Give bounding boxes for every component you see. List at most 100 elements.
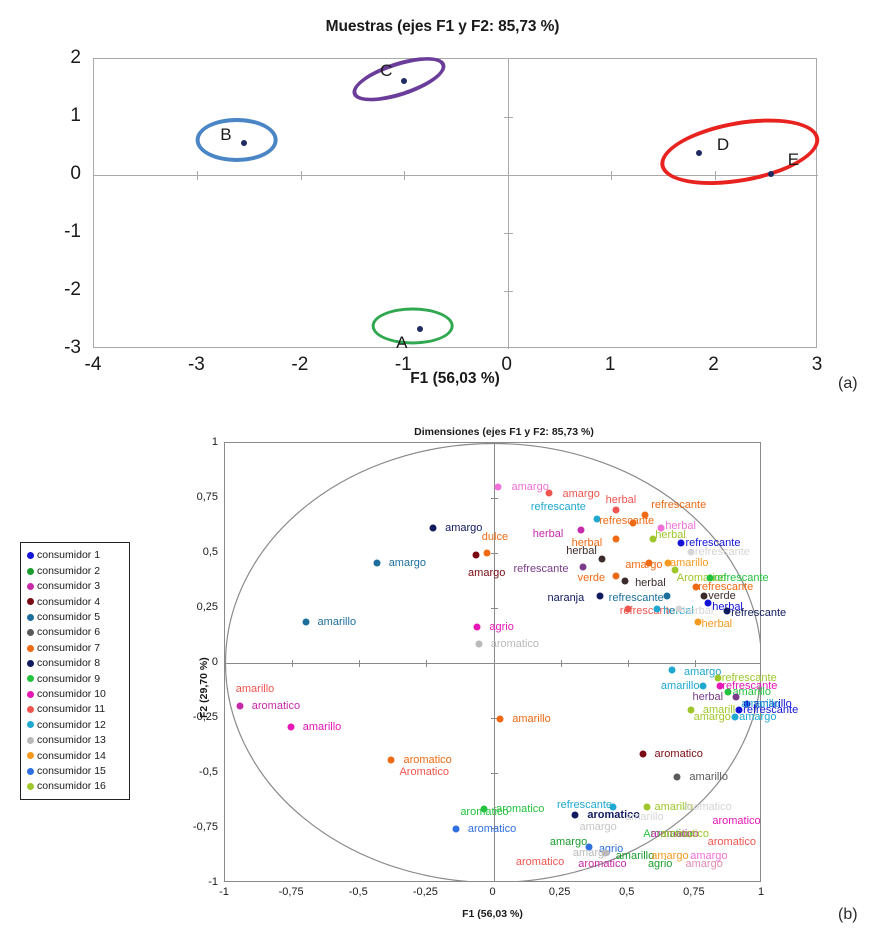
attribute-label: refrescante xyxy=(599,515,655,528)
y-tick-mark-a xyxy=(503,291,513,292)
attribute-point xyxy=(645,559,653,567)
attribute-point xyxy=(724,688,732,696)
attribute-label: aromatico xyxy=(490,638,540,651)
legend-color-dot xyxy=(27,783,34,791)
legend-item-label: consumidor 8 xyxy=(37,657,101,670)
x-axis-title-b: F1 (56,03 %) xyxy=(462,908,523,920)
attribute-label: herbal xyxy=(665,519,696,532)
attribute-label: amarillo xyxy=(741,697,780,710)
x-tick-label-b: 0,25 xyxy=(548,886,571,898)
legend-item-6[interactable]: consumidor 6 xyxy=(27,625,125,640)
legend-color-dot xyxy=(27,629,34,637)
legend-color-dot xyxy=(27,767,34,775)
attribute-label: naranja xyxy=(547,591,585,604)
y-tick-label-b: 0 xyxy=(211,656,218,668)
legend-item-13[interactable]: consumidor 13 xyxy=(27,733,125,748)
attribute-label: verde xyxy=(577,572,606,585)
legend-item-16[interactable]: consumidor 16 xyxy=(27,779,125,794)
attribute-label: amarillo xyxy=(702,704,742,717)
y-tick-label-a: -3 xyxy=(64,337,81,358)
y-tick-label-a: -1 xyxy=(64,221,81,242)
attribute-label: aromatico xyxy=(707,836,756,849)
attribute-point xyxy=(700,592,708,600)
legend-color-dot xyxy=(27,736,34,744)
x-tick-label-a: -1 xyxy=(394,354,412,375)
y-tick-label-b: 1 xyxy=(211,436,218,448)
x-tick-mark-b xyxy=(426,660,428,667)
legend-item-12[interactable]: consumidor 12 xyxy=(27,717,125,732)
attribute-label: refrescante xyxy=(513,563,569,576)
attribute-point xyxy=(601,849,609,857)
x-tick-mark-a xyxy=(197,171,199,180)
cluster-ellipse-a xyxy=(371,307,454,345)
legend-item-15[interactable]: consumidor 15 xyxy=(27,763,125,778)
attribute-point xyxy=(664,559,672,567)
attribute-label: herbal xyxy=(692,691,724,704)
attribute-point xyxy=(429,524,437,532)
attribute-label: aromatico xyxy=(587,808,640,821)
panel-b-dimensions-plot: consumidor 1 consumidor 2 consumidor 3 cons… xyxy=(0,408,885,942)
legend-item-label: consumidor 1 xyxy=(37,549,101,562)
legend-color-dot xyxy=(27,644,34,652)
legend-item-label: consumidor 10 xyxy=(37,687,106,700)
chart-b-title: Dimensiones (ejes F1 y F2: 85,73 %) xyxy=(414,426,594,438)
attribute-label: amargo xyxy=(693,710,731,723)
attribute-label: herbal xyxy=(605,494,637,507)
attribute-label: verde xyxy=(708,589,736,602)
legend-item-2[interactable]: consumidor 2 xyxy=(27,563,125,578)
y-tick-mark-a xyxy=(503,117,513,118)
attribute-label: amargo xyxy=(445,521,483,534)
attribute-point xyxy=(716,682,724,690)
attribute-label: aromatico xyxy=(650,827,699,840)
y-tick-label-b: -0,5 xyxy=(199,766,218,778)
attribute-point xyxy=(675,605,683,613)
y-tick-mark-b xyxy=(490,718,498,719)
attribute-label: refrescante xyxy=(608,591,664,604)
legend-item-4[interactable]: consumidor 4 xyxy=(27,594,125,609)
attribute-label: aromatico xyxy=(460,805,509,818)
attribute-label: amarillo xyxy=(689,771,728,784)
x-tick-label-a: -3 xyxy=(187,354,205,375)
attribute-point xyxy=(624,605,632,613)
legend-item-label: consumidor 16 xyxy=(37,780,106,793)
attribute-label: aromatico xyxy=(467,823,517,836)
legend-item-8[interactable]: consumidor 8 xyxy=(27,656,125,671)
attribute-label: refrescante xyxy=(722,680,778,693)
attribute-label: aromatico xyxy=(403,753,452,766)
legend-item-14[interactable]: consumidor 14 xyxy=(27,748,125,763)
attribute-label: amargo xyxy=(579,820,617,833)
attribute-label: amarillo xyxy=(512,713,551,726)
legend-item-label: consumidor 2 xyxy=(37,564,101,577)
attribute-point xyxy=(612,506,620,514)
attribute-label: amargo xyxy=(562,487,600,500)
attribute-point xyxy=(641,511,649,518)
attribute-label: amargo xyxy=(549,836,588,849)
x-tick-label-b: 0,5 xyxy=(619,886,635,898)
legend-item-label: consumidor 11 xyxy=(37,703,106,716)
plot-clip-b xyxy=(225,443,760,881)
attribute-point xyxy=(692,583,700,591)
legend-color-dot xyxy=(27,552,34,560)
attribute-label: Aromatico xyxy=(399,765,449,778)
legend-item-1[interactable]: consumidor 1 xyxy=(27,548,125,563)
legend-item-3[interactable]: consumidor 3 xyxy=(27,579,125,594)
legend-item-5[interactable]: consumidor 5 xyxy=(27,610,125,625)
attribute-label: refrescante xyxy=(694,545,750,558)
attribute-label: refrescante xyxy=(731,607,787,620)
attribute-label: refrescante xyxy=(698,581,754,594)
y-axis-title-b: F2 (29,70 %) xyxy=(198,657,210,718)
x-tick-label-a: -4 xyxy=(84,354,102,375)
legend-item-9[interactable]: consumidor 9 xyxy=(27,671,125,686)
attribute-label: amargo xyxy=(690,849,728,862)
attribute-point xyxy=(677,539,685,547)
legend-item-11[interactable]: consumidor 11 xyxy=(27,702,125,717)
attribute-label: aromatico xyxy=(654,748,703,761)
legend-item-7[interactable]: consumidor 7 xyxy=(27,640,125,655)
legend-item-10[interactable]: consumidor 10 xyxy=(27,687,125,702)
attribute-label: refrescante xyxy=(556,799,612,812)
attribute-label: amargo xyxy=(739,710,777,723)
attribute-label: dulce xyxy=(481,531,509,543)
attribute-point xyxy=(596,592,604,600)
y-tick-label-b: 0,75 xyxy=(196,491,218,503)
attribute-point xyxy=(673,773,681,781)
